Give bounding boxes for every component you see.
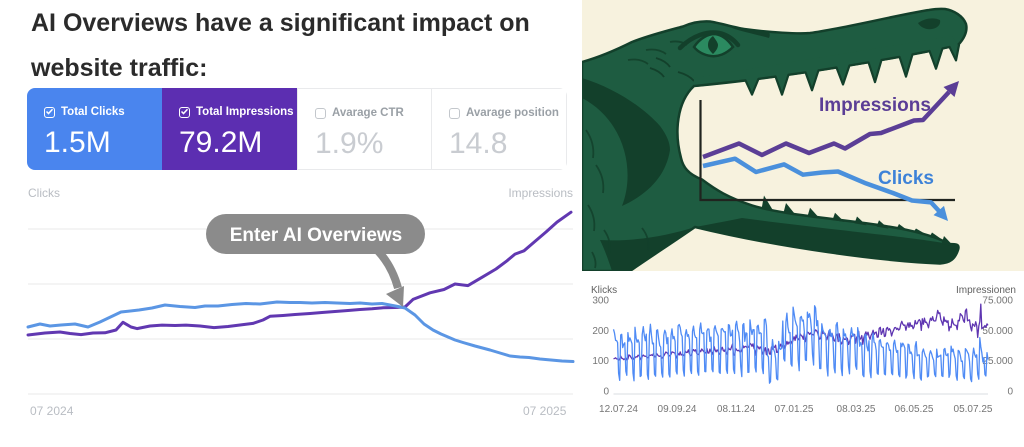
svg-text:25.000: 25.000 [982, 356, 1013, 367]
svg-text:08.11.24: 08.11.24 [717, 404, 756, 415]
svg-text:300: 300 [592, 296, 609, 307]
svg-text:05.07.25: 05.07.25 [954, 404, 993, 415]
svg-text:12.07.24: 12.07.24 [599, 404, 638, 415]
svg-text:0: 0 [1007, 387, 1013, 398]
svg-text:50.000: 50.000 [982, 326, 1013, 337]
svg-text:Impressionen: Impressionen [956, 285, 1016, 296]
svg-text:08.03.25: 08.03.25 [837, 404, 876, 415]
svg-text:100: 100 [592, 356, 609, 367]
svg-text:Clicks: Clicks [878, 168, 934, 189]
svg-text:Impressions: Impressions [819, 95, 931, 116]
svg-text:06.05.25: 06.05.25 [895, 404, 934, 415]
svg-text:200: 200 [592, 326, 609, 337]
svg-text:0: 0 [603, 387, 609, 398]
svg-text:09.09.24: 09.09.24 [658, 404, 697, 415]
svg-text:07.01.25: 07.01.25 [775, 404, 814, 415]
svg-text:Enter AI Overviews: Enter AI Overviews [230, 225, 402, 246]
svg-text:75.000: 75.000 [982, 296, 1013, 307]
svg-text:Klicks: Klicks [591, 285, 617, 296]
